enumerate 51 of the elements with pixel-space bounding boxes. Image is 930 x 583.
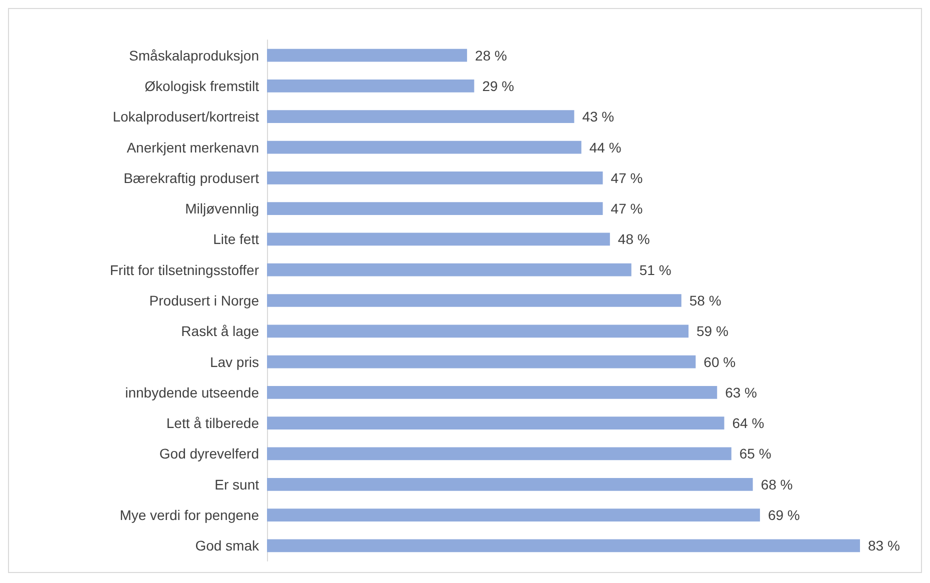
y-tick-label: Mye verdi for pengene — [120, 507, 260, 524]
bar — [267, 110, 574, 124]
data-label: 44 % — [589, 139, 622, 156]
data-label: 58 % — [689, 292, 722, 308]
data-label: 63 % — [725, 384, 758, 400]
y-tick-label: Økologisk fremstilt — [144, 78, 260, 94]
data-label: 43 % — [582, 108, 614, 125]
bar — [267, 324, 689, 338]
bar — [267, 539, 860, 552]
data-label: 69 % — [768, 507, 800, 524]
y-tick-label: Lav pris — [210, 354, 259, 370]
data-label: 47 % — [610, 170, 643, 186]
data-label: 29 % — [482, 78, 514, 94]
data-label: 47 % — [610, 200, 643, 217]
y-tick-label: Miljøvennlig — [185, 200, 259, 217]
y-tick-label: Lokalprodusert/kortreist — [112, 108, 260, 125]
bar — [267, 416, 724, 430]
bar — [267, 294, 682, 307]
bar — [267, 478, 753, 491]
bar — [267, 263, 632, 276]
bar — [267, 386, 718, 399]
data-label: 68 % — [760, 476, 793, 492]
data-label: 65 % — [739, 446, 772, 462]
y-tick-label: God dyrevelferd — [159, 446, 259, 462]
y-tick-label: innbydende utseende — [125, 384, 260, 400]
data-label: 64 % — [732, 415, 764, 432]
y-tick-label: Småskalaproduksjon — [129, 47, 259, 64]
y-tick-label: Anerkjent merkenavn — [126, 139, 259, 156]
data-label: 48 % — [618, 231, 650, 248]
bar — [267, 48, 468, 62]
bar — [267, 355, 696, 368]
data-label: 28 % — [475, 47, 507, 64]
bar — [267, 508, 760, 522]
bar — [267, 447, 732, 460]
data-label: 59 % — [696, 323, 728, 340]
y-tick-label: Lite fett — [213, 231, 260, 248]
y-tick-label: Lett å tilberede — [166, 415, 260, 432]
y-tick-label: Er sunt — [214, 476, 260, 492]
y-tick-label: Raskt å lage — [181, 323, 260, 340]
data-label: 60 % — [704, 354, 736, 370]
bar — [267, 202, 603, 215]
bar — [267, 140, 582, 154]
bar — [267, 232, 610, 246]
y-tick-label: Bærekraftig produsert — [124, 170, 260, 186]
data-label: 83 % — [868, 538, 900, 554]
data-label: 51 % — [639, 262, 672, 278]
bar — [267, 80, 474, 92]
y-tick-label: God smak — [195, 538, 260, 554]
bar — [267, 171, 603, 184]
y-tick-label: Fritt for tilsetningsstoffer — [110, 262, 260, 278]
y-tick-label: Produsert i Norge — [149, 292, 260, 308]
